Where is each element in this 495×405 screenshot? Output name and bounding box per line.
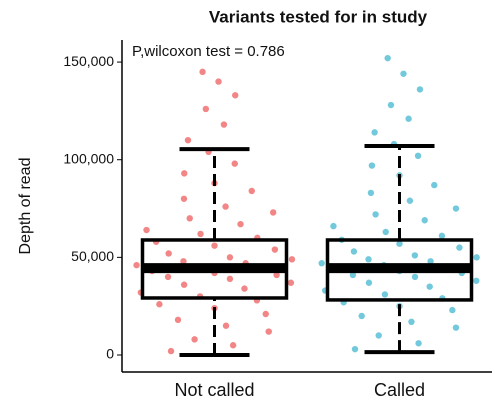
data-point	[167, 347, 175, 355]
chart-title: Variants tested for in study	[209, 7, 428, 26]
y-tick-label: 0	[106, 346, 114, 362]
data-point	[180, 281, 188, 288]
data-point	[197, 230, 204, 238]
data-point	[452, 205, 460, 212]
data-point	[156, 301, 163, 308]
data-point	[222, 203, 229, 210]
annotation: P,wilcoxon test = 0.786	[132, 43, 285, 60]
data-point	[358, 312, 365, 320]
data-point	[396, 240, 403, 247]
data-point	[164, 273, 172, 281]
data-point	[226, 254, 234, 261]
data-point	[405, 115, 412, 122]
data-point	[351, 345, 359, 353]
data-point	[365, 256, 372, 263]
data-point	[406, 197, 414, 204]
data-point	[248, 187, 255, 195]
data-point	[381, 291, 389, 298]
data-point	[287, 279, 295, 286]
data-point	[226, 275, 234, 283]
data-point	[411, 273, 419, 281]
data-point	[222, 322, 230, 329]
data-point	[220, 121, 228, 128]
data-point	[400, 70, 407, 77]
data-point	[473, 254, 480, 261]
data-point	[408, 318, 415, 326]
data-point	[382, 228, 389, 236]
data-point	[318, 260, 325, 267]
data-point	[215, 78, 222, 85]
data-point	[262, 310, 269, 318]
data-point	[288, 256, 296, 263]
data-point	[438, 232, 446, 240]
data-point	[269, 209, 277, 216]
data-point	[365, 279, 373, 286]
data-point	[165, 250, 172, 257]
data-point	[181, 170, 188, 177]
data-point	[202, 105, 210, 113]
data-point	[186, 215, 193, 222]
data-point	[421, 217, 428, 224]
data-point	[174, 316, 182, 324]
data-point	[416, 86, 424, 93]
data-point	[350, 248, 358, 255]
data-point	[368, 162, 376, 169]
data-point	[387, 101, 395, 109]
data-point	[375, 332, 382, 339]
x-tick-label: Called	[374, 380, 425, 400]
data-point	[273, 271, 280, 279]
y-tick-label: 100,000	[63, 150, 114, 166]
y-tick-label: 150,000	[63, 53, 114, 69]
data-point	[229, 342, 237, 349]
data-point	[265, 328, 272, 335]
data-point	[143, 226, 150, 234]
data-point	[330, 222, 337, 230]
data-point	[191, 336, 198, 343]
data-point	[411, 252, 419, 259]
data-point	[232, 92, 239, 99]
data-point	[184, 136, 192, 144]
data-point	[349, 271, 357, 279]
data-point	[180, 258, 187, 265]
data-point	[414, 152, 422, 160]
x-tick-label: Not called	[174, 380, 254, 400]
data-point	[133, 261, 140, 269]
data-point	[449, 306, 456, 314]
data-point	[372, 211, 379, 218]
data-point	[211, 242, 218, 249]
data-point	[456, 244, 463, 251]
data-point	[271, 246, 279, 253]
y-axis-label: Depth of read	[17, 158, 34, 255]
data-point	[431, 181, 438, 189]
data-point	[415, 340, 422, 347]
y-tick-label: 50,000	[71, 248, 114, 264]
data-point	[231, 160, 238, 167]
data-point	[237, 220, 244, 228]
data-point	[241, 285, 248, 292]
data-point	[426, 283, 433, 290]
data-point	[384, 54, 391, 62]
data-point	[371, 129, 378, 136]
data-point	[427, 258, 434, 265]
data-point	[367, 189, 375, 197]
data-point	[473, 277, 480, 284]
data-point	[199, 68, 206, 76]
data-point	[180, 195, 188, 202]
data-point	[452, 324, 460, 331]
